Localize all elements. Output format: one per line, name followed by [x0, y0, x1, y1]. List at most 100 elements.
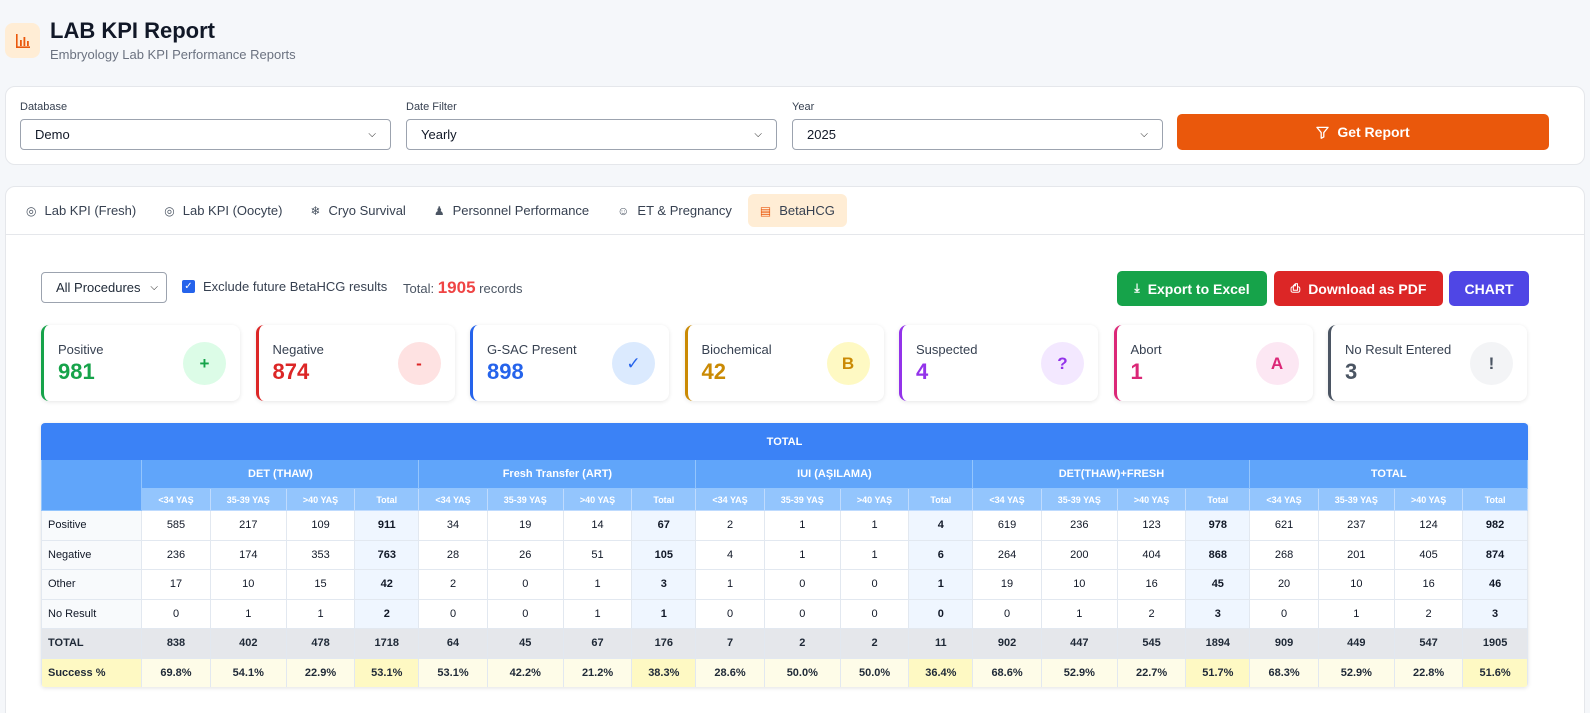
table-cell: 109: [285, 510, 356, 541]
exclude-future-checkbox[interactable]: ✓: [182, 280, 195, 293]
table-cell: 2: [1393, 598, 1464, 629]
stat-value: 4: [916, 359, 929, 384]
chart-button[interactable]: CHART: [1449, 271, 1529, 306]
stat-icon: !: [1470, 342, 1513, 385]
stat-value: 1: [1130, 359, 1143, 384]
table-cell: 200: [1040, 539, 1118, 570]
table-cell: 11: [908, 628, 974, 659]
table-row: TOTAL 838 402 478 1718 64 45 67 176 7 2 2 11 902 447 54…: [41, 628, 1528, 659]
table-cell: 621: [1249, 510, 1319, 541]
export-excel-button[interactable]: ⤓ Export to Excel: [1117, 271, 1267, 306]
date-filter: Date Filter Yearly ⌵: [406, 101, 777, 150]
sub-header: Total: [1185, 488, 1251, 511]
users-icon: ♟: [433, 203, 445, 218]
target-icon: ◎: [164, 203, 175, 218]
table-cell: 174: [209, 539, 287, 570]
stat-label: Biochemical: [701, 342, 772, 357]
stat-icon: B: [826, 342, 870, 385]
table-cell: 402: [209, 628, 287, 659]
stat-label: Abort: [1130, 342, 1162, 357]
procedure-select[interactable]: All Procedures ⌵: [41, 272, 167, 303]
table-cell: 911: [354, 510, 420, 541]
table-cell: 7: [695, 628, 765, 659]
table-cell: 20: [1249, 569, 1319, 600]
table-cell: 1: [839, 539, 910, 570]
tab-cryo-survival[interactable]: ❄ Cryo Survival: [298, 194, 417, 227]
group-header: DET (THAW): [141, 459, 420, 489]
table-cell: 51: [562, 539, 633, 570]
database-filter: Database Demo ⌵: [20, 101, 391, 150]
table-cell: 909: [1249, 628, 1319, 659]
table-cell: 0: [763, 569, 841, 600]
document-icon: ▤: [759, 203, 772, 218]
table-cell: 3: [1462, 598, 1528, 629]
stat-card-positive: Positive 981 +: [41, 325, 240, 401]
tab-lab-kpi-oocyte[interactable]: ◎ Lab KPI (Oocyte): [152, 194, 294, 227]
table-cell: 69.8%: [141, 657, 211, 687]
sub-header: 35-39 YAŞ: [1040, 488, 1118, 511]
table-cell: 42: [354, 569, 420, 600]
tab-personnel-performance[interactable]: ♟ Personnel Performance: [422, 194, 601, 227]
table-cell: 28.6%: [695, 657, 765, 687]
table-cell: 10: [1040, 569, 1118, 600]
table-cell: 0: [486, 569, 564, 600]
sub-header: >40 YAŞ: [285, 488, 356, 511]
sub-header: >40 YAŞ: [562, 488, 633, 511]
table-cell: 405: [1393, 539, 1464, 570]
stat-label: Negative: [272, 342, 324, 357]
table-cell: 0: [839, 569, 910, 600]
tab-betahcg[interactable]: ▤ BetaHCG: [747, 194, 847, 227]
tab-label: Lab KPI (Fresh): [44, 203, 137, 218]
table-cell: 51.6%: [1462, 657, 1528, 687]
database-select[interactable]: Demo ⌵: [20, 119, 391, 150]
row-label: No Result: [41, 598, 143, 629]
table-cell: 22.7%: [1116, 657, 1187, 687]
results-table: TOTAL DET (THAW) Fresh Transfer (ART) IUI …: [41, 423, 1528, 687]
chevron-down-icon: ⌵: [150, 282, 158, 293]
sub-header: <34 YAŞ: [1249, 488, 1319, 511]
table-cell: 1905: [1462, 628, 1528, 659]
sub-header: <34 YAŞ: [141, 488, 211, 511]
table-cell: 868: [1185, 539, 1251, 570]
table-cell: 15: [285, 569, 356, 600]
stat-card-abort: Abort 1 A: [1113, 325, 1313, 401]
stat-icon: ✓: [612, 342, 655, 385]
stat-value: 42: [701, 359, 726, 384]
table-cell: 16: [1116, 569, 1187, 600]
table-cell: 1: [763, 510, 841, 541]
table-cell: 50.0%: [839, 657, 910, 687]
page-header: LAB KPI Report Embryology Lab KPI Perfor…: [5, 17, 296, 67]
table-cell: 19: [972, 569, 1042, 600]
table-cell: 4: [695, 539, 765, 570]
year-select[interactable]: 2025 ⌵: [792, 119, 1163, 150]
table-cell: 0: [763, 598, 841, 629]
table-cell: 36.4%: [908, 657, 974, 687]
stat-icon: +: [183, 342, 226, 385]
download-pdf-button[interactable]: ⎙ Download as PDF: [1274, 271, 1443, 306]
table-cell: 17: [141, 569, 211, 600]
table-cell: 0: [695, 598, 765, 629]
table-cell: 50.0%: [763, 657, 841, 687]
tab-lab-kpi-fresh[interactable]: ◎ Lab KPI (Fresh): [14, 194, 148, 227]
tab-et-pregnancy[interactable]: ☺ ET & Pregnancy: [605, 194, 744, 227]
row-label: Success %: [41, 657, 143, 687]
table-cell: 26: [486, 539, 564, 570]
group-header: Fresh Transfer (ART): [418, 459, 697, 489]
filter-panel: Database Demo ⌵ Date Filter Yearly ⌵ Year …: [5, 86, 1585, 165]
get-report-button[interactable]: Get Report: [1177, 114, 1549, 150]
table-cell: 0: [839, 598, 910, 629]
table-cell: 2: [839, 628, 910, 659]
table-cell: 53.1%: [354, 657, 420, 687]
table-cell: 1: [1317, 598, 1395, 629]
chevron-down-icon: ⌵: [1140, 129, 1148, 140]
table-cell: 64: [418, 628, 488, 659]
sub-header: >40 YAŞ: [1116, 488, 1187, 511]
date-filter-select[interactable]: Yearly ⌵: [406, 119, 777, 150]
table-cell: 547: [1393, 628, 1464, 659]
sub-header: Total: [908, 488, 974, 511]
table-cell: 3: [631, 569, 697, 600]
table-cell: 217: [209, 510, 287, 541]
stat-icon: ?: [1041, 342, 1084, 385]
table-cell: 3: [1185, 598, 1251, 629]
stat-card-suspected: Suspected 4?: [899, 325, 1098, 401]
